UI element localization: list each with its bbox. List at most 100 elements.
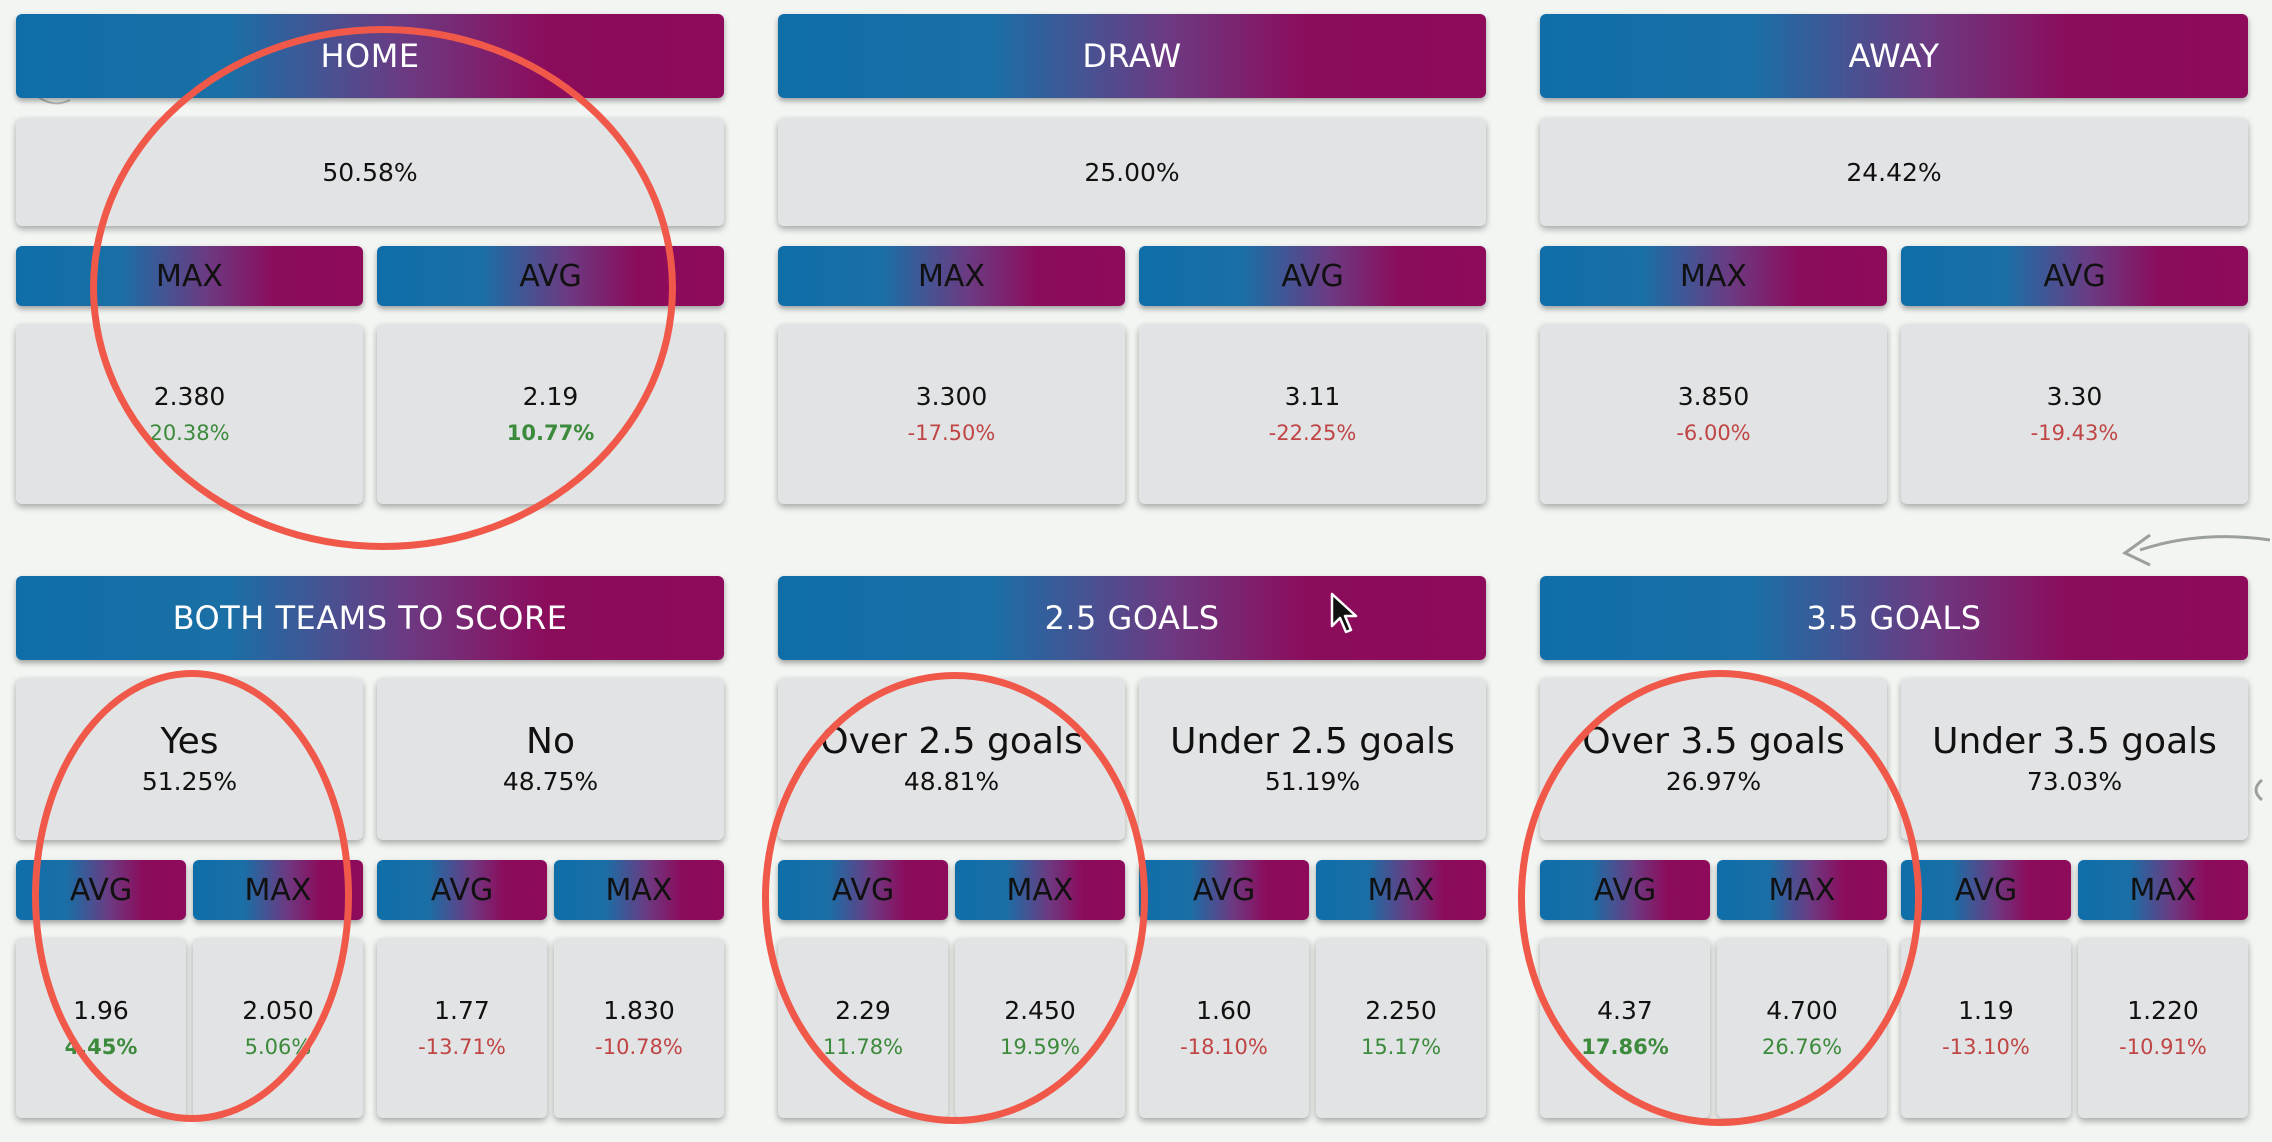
btts-no-max-tab[interactable]: MAX — [554, 860, 724, 920]
goals25-under-avg-diff: -18.10% — [1180, 1035, 1268, 1060]
goals35-over-avg-tab[interactable]: AVG — [1540, 860, 1710, 920]
draw-max-odds: 3.300 — [915, 382, 988, 412]
draw-avg-odds: 3.11 — [1284, 382, 1341, 412]
home-avg-card[interactable]: 2.19 10.77% — [377, 324, 724, 504]
goals35-under-avg-odds: 1.19 — [1958, 996, 2014, 1026]
goals25-under-label: Under 2.5 goals — [1170, 721, 1455, 762]
home-avg-diff: 10.77% — [506, 421, 595, 446]
home-max-odds: 2.380 — [153, 382, 226, 412]
btts-no-avg-tab[interactable]: AVG — [377, 860, 547, 920]
btts-yes-avg-odds: 1.96 — [73, 996, 129, 1026]
goals35-over-max-tab[interactable]: MAX — [1717, 860, 1887, 920]
home-probability: 50.58% — [322, 157, 418, 187]
goals25-over-max-diff: 19.59% — [999, 1035, 1081, 1060]
draw-probability-card: 25.00% — [778, 118, 1486, 226]
btts-yes-card[interactable]: Yes 51.25% — [16, 678, 363, 840]
home-max-tab[interactable]: MAX — [16, 246, 363, 306]
goals25-over-label: Over 2.5 goals — [820, 721, 1083, 762]
btts-no-label: No — [526, 721, 575, 762]
goals25-over-probability: 48.81% — [903, 767, 1000, 796]
goals35-header: 3.5 GOALS — [1540, 576, 2248, 660]
goals25-over-max-card[interactable]: 2.450 19.59% — [955, 938, 1125, 1118]
goals35-over-card[interactable]: Over 3.5 goals 26.97% — [1540, 678, 1887, 840]
goals35-over-max-card[interactable]: 4.700 26.76% — [1717, 938, 1887, 1118]
goals25-under-probability: 51.19% — [1264, 767, 1361, 796]
goals25-under-avg-card[interactable]: 1.60 -18.10% — [1139, 938, 1309, 1118]
goals35-under-avg-card[interactable]: 1.19 -13.10% — [1901, 938, 2071, 1118]
away-avg-odds: 3.30 — [2046, 382, 2103, 412]
away-avg-diff: -19.43% — [2030, 421, 2119, 446]
draw-probability: 25.00% — [1084, 157, 1180, 187]
btts-yes-avg-tab[interactable]: AVG — [16, 860, 186, 920]
draw-avg-tab[interactable]: AVG — [1139, 246, 1486, 306]
btts-no-card[interactable]: No 48.75% — [377, 678, 724, 840]
mouse-pointer-icon — [1330, 592, 1358, 634]
goals35-over-avg-card[interactable]: 4.37 17.86% — [1540, 938, 1710, 1118]
away-probability-card: 24.42% — [1540, 118, 2248, 226]
goals35-under-probability: 73.03% — [2026, 767, 2123, 796]
goals25-header: 2.5 GOALS — [778, 576, 1486, 660]
goals25-over-avg-tab[interactable]: AVG — [778, 860, 948, 920]
away-max-card[interactable]: 3.850 -6.00% — [1540, 324, 1887, 504]
goals25-over-avg-odds: 2.29 — [835, 996, 891, 1026]
btts-yes-max-tab[interactable]: MAX — [193, 860, 363, 920]
away-avg-card[interactable]: 3.30 -19.43% — [1901, 324, 2248, 504]
goals25-over-avg-card[interactable]: 2.29 11.78% — [778, 938, 948, 1118]
btts-no-probability: 48.75% — [502, 767, 599, 796]
goals35-under-label: Under 3.5 goals — [1932, 721, 2217, 762]
btts-no-max-card[interactable]: 1.830 -10.78% — [554, 938, 724, 1118]
goals35-over-label: Over 3.5 goals — [1582, 721, 1845, 762]
goals35-under-max-tab[interactable]: MAX — [2078, 860, 2248, 920]
goals25-over-max-tab[interactable]: MAX — [955, 860, 1125, 920]
home-header: HOME — [16, 14, 724, 98]
draw-max-diff: -17.50% — [907, 421, 996, 446]
btts-header: BOTH TEAMS TO SCORE — [16, 576, 724, 660]
goals35-over-max-diff: 26.76% — [1761, 1035, 1843, 1060]
goals25-under-avg-tab[interactable]: AVG — [1139, 860, 1309, 920]
goals35-over-max-odds: 4.700 — [1766, 996, 1838, 1026]
btts-no-avg-diff: -13.71% — [418, 1035, 506, 1060]
away-header: AWAY — [1540, 14, 2248, 98]
goals25-over-avg-diff: 11.78% — [822, 1035, 904, 1060]
home-probability-card: 50.58% — [16, 118, 724, 226]
away-max-diff: -6.00% — [1676, 421, 1751, 446]
away-max-tab[interactable]: MAX — [1540, 246, 1887, 306]
goals35-over-avg-odds: 4.37 — [1597, 996, 1653, 1026]
away-max-odds: 3.850 — [1677, 382, 1750, 412]
btts-yes-avg-card[interactable]: 1.96 4.45% — [16, 938, 186, 1118]
draw-avg-card[interactable]: 3.11 -22.25% — [1139, 324, 1486, 504]
home-avg-tab[interactable]: AVG — [377, 246, 724, 306]
away-avg-tab[interactable]: AVG — [1901, 246, 2248, 306]
btts-no-avg-card[interactable]: 1.77 -13.71% — [377, 938, 547, 1118]
goals25-under-card[interactable]: Under 2.5 goals 51.19% — [1139, 678, 1486, 840]
goals35-under-max-odds: 1.220 — [2127, 996, 2199, 1026]
goals35-under-card[interactable]: Under 3.5 goals 73.03% — [1901, 678, 2248, 840]
home-max-diff: 20.38% — [149, 421, 230, 446]
goals35-under-max-card[interactable]: 1.220 -10.91% — [2078, 938, 2248, 1118]
draw-max-tab[interactable]: MAX — [778, 246, 1125, 306]
btts-yes-max-diff: 5.06% — [244, 1035, 312, 1060]
draw-avg-diff: -22.25% — [1268, 421, 1357, 446]
away-probability: 24.42% — [1846, 157, 1942, 187]
goals25-over-max-odds: 2.450 — [1004, 996, 1076, 1026]
btts-no-max-diff: -10.78% — [595, 1035, 683, 1060]
btts-yes-max-card[interactable]: 2.050 5.06% — [193, 938, 363, 1118]
goals25-under-max-card[interactable]: 2.250 15.17% — [1316, 938, 1486, 1118]
draw-max-card[interactable]: 3.300 -17.50% — [778, 324, 1125, 504]
home-max-card[interactable]: 2.380 20.38% — [16, 324, 363, 504]
btts-yes-probability: 51.25% — [141, 767, 238, 796]
goals35-over-avg-diff: 17.86% — [1581, 1035, 1669, 1060]
goals25-over-card[interactable]: Over 2.5 goals 48.81% — [778, 678, 1125, 840]
goals25-under-avg-odds: 1.60 — [1196, 996, 1252, 1026]
btts-yes-avg-diff: 4.45% — [64, 1035, 138, 1060]
goals35-under-avg-tab[interactable]: AVG — [1901, 860, 2071, 920]
btts-no-max-odds: 1.830 — [603, 996, 675, 1026]
btts-yes-max-odds: 2.050 — [242, 996, 314, 1026]
btts-no-avg-odds: 1.77 — [434, 996, 490, 1026]
home-avg-odds: 2.19 — [522, 382, 579, 412]
goals25-under-max-diff: 15.17% — [1360, 1035, 1442, 1060]
goals25-under-max-tab[interactable]: MAX — [1316, 860, 1486, 920]
draw-header: DRAW — [778, 14, 1486, 98]
btts-yes-label: Yes — [160, 721, 219, 762]
goals35-under-avg-diff: -13.10% — [1942, 1035, 2030, 1060]
